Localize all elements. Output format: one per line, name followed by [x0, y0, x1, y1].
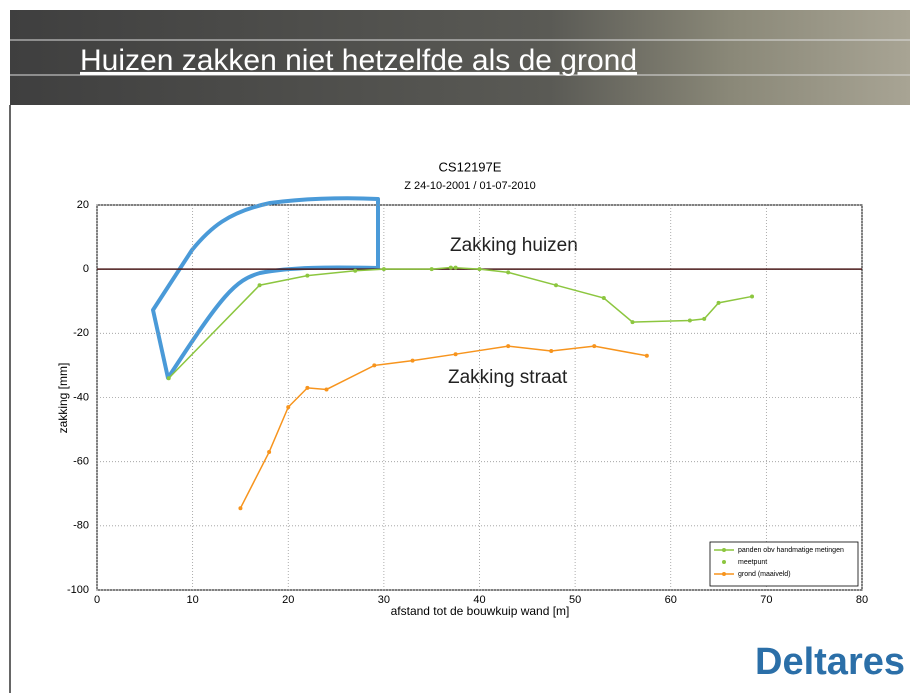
- x-tick-label: 10: [187, 594, 199, 606]
- highlight-shape: [151, 196, 380, 380]
- data-point: [448, 265, 453, 270]
- x-tick-label: 70: [760, 594, 772, 606]
- data-point: [453, 265, 458, 270]
- x-tick-label: 60: [665, 594, 677, 606]
- legend-marker: [722, 560, 726, 564]
- data-point: [166, 376, 171, 381]
- data-point: [549, 348, 554, 353]
- legend-label: meetpunt: [738, 559, 767, 566]
- y-tick-label: 20: [77, 199, 89, 211]
- data-point: [750, 294, 755, 299]
- annotation: Zakking huizen: [450, 235, 578, 256]
- data-point: [381, 267, 386, 272]
- x-tick-label: 40: [473, 594, 485, 606]
- legend-box: [709, 541, 859, 587]
- data-point: [554, 283, 558, 288]
- title-banner: [10, 10, 910, 105]
- x-tick-label: 50: [569, 594, 581, 606]
- data-point: [286, 405, 291, 410]
- chart: CS12197E Z 24-10-2001 / 01-07-2010 afsta…: [56, 159, 868, 618]
- data-point: [324, 387, 329, 392]
- x-tick-label: 80: [856, 594, 868, 606]
- y-tick-label: -40: [73, 391, 89, 403]
- y-tick-label: -60: [73, 456, 89, 468]
- data-point: [429, 267, 434, 272]
- legend-marker: [722, 548, 726, 552]
- data-point: [592, 344, 597, 349]
- data-point: [353, 268, 358, 273]
- annotation: Zakking straat: [448, 367, 568, 388]
- chart-title: CS12197E: [439, 159, 502, 174]
- series-line: [168, 266, 753, 379]
- legend-label: panden obv handmatige metingen: [738, 547, 844, 554]
- data-point: [630, 320, 635, 325]
- data-point: [702, 316, 707, 321]
- data-point: [644, 353, 649, 358]
- data-point: [453, 352, 458, 357]
- x-tick-label: 20: [282, 594, 294, 606]
- x-axis-label: afstand tot de bouwkuip wand [m]: [391, 604, 570, 618]
- data-point: [687, 318, 692, 323]
- data-point: [305, 385, 310, 390]
- data-point: [601, 296, 606, 301]
- y-tick-label: 0: [83, 263, 89, 275]
- legend-label: grond (maaiveld): [738, 571, 791, 578]
- logo: Deltares: [755, 641, 905, 683]
- y-tick-label: -80: [73, 520, 89, 532]
- x-tick-label: 0: [94, 594, 100, 606]
- data-point: [305, 273, 310, 278]
- slide-title: Huizen zakken niet hetzelfde als de gron…: [80, 44, 637, 77]
- data-point: [506, 344, 511, 349]
- y-tick-label: -20: [73, 327, 89, 339]
- series-line: [239, 345, 647, 509]
- y-tick-label: -100: [67, 584, 89, 596]
- data-point: [238, 506, 243, 511]
- data-point: [716, 300, 721, 305]
- data-point: [506, 270, 511, 275]
- data-point: [410, 358, 415, 363]
- x-tick-label: 30: [378, 594, 390, 606]
- data-point: [372, 363, 377, 368]
- legend-marker: [722, 572, 726, 576]
- chart-subtitle: Z 24-10-2001 / 01-07-2010: [404, 180, 535, 192]
- data-point: [477, 267, 482, 272]
- data-point: [267, 450, 272, 455]
- y-axis-label: zakking [mm]: [56, 363, 70, 434]
- data-point: [257, 283, 262, 288]
